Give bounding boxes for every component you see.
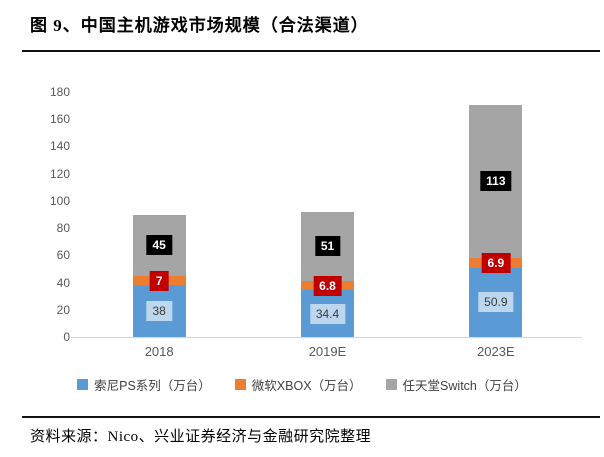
legend-swatch-icon <box>234 379 246 390</box>
data-label-2018-series0: 38 <box>146 301 172 322</box>
legend-label: 索尼PS系列（万台） <box>94 379 211 393</box>
y-tick-label: 100 <box>49 193 70 208</box>
x-axis-line <box>71 337 582 338</box>
legend-swatch-icon <box>77 379 89 390</box>
y-tick-label: 60 <box>56 248 70 263</box>
x-tick-label-2019E: 2019E <box>308 344 347 359</box>
y-tick-label: 80 <box>56 221 70 236</box>
source-note: 资料来源：Nico、兴业证券经济与金融研究院整理 <box>30 429 372 445</box>
y-tick-label: 20 <box>56 302 70 317</box>
plot-area: 38 7 45 34.4 6.8 51 50.9 6.9 113 <box>71 92 582 338</box>
legend-item-series0: 索尼PS系列（万台） <box>77 375 211 394</box>
data-label-2023E-series0: 50.9 <box>478 292 514 313</box>
data-label-2018-series1: 7 <box>149 270 169 291</box>
legend-item-series2: 任天堂Switch（万台） <box>385 375 527 394</box>
data-label-2023E-series1: 6.9 <box>481 253 511 274</box>
legend: 索尼PS系列（万台） 微软XBOX（万台） 任天堂Switch（万台） <box>0 375 604 394</box>
x-tick-label-2018: 2018 <box>144 344 174 359</box>
y-tick-label: 140 <box>49 139 70 154</box>
data-label-2018-series2: 45 <box>146 235 172 256</box>
y-tick-label: 120 <box>49 166 70 181</box>
y-tick-label: 180 <box>49 85 70 99</box>
figure-title: 图 9、中国主机游戏市场规模（合法渠道） <box>30 16 369 35</box>
title-divider <box>22 50 600 52</box>
y-tick-label: 0 <box>63 330 70 344</box>
legend-item-series1: 微软XBOX（万台） <box>234 375 362 394</box>
legend-label: 微软XBOX（万台） <box>251 379 362 393</box>
data-label-2019E-series0: 34.4 <box>309 303 346 324</box>
y-tick-label: 40 <box>56 275 70 290</box>
footer-divider <box>22 416 600 418</box>
y-tick-label: 160 <box>49 112 70 127</box>
data-label-2019E-series1: 6.8 <box>313 275 342 296</box>
legend-swatch-icon <box>385 379 397 390</box>
data-label-2023E-series2: 113 <box>480 171 512 192</box>
x-tick-label-2023E: 2023E <box>477 344 515 359</box>
legend-label: 任天堂Switch（万台） <box>402 379 527 393</box>
data-label-2019E-series2: 51 <box>314 236 341 257</box>
